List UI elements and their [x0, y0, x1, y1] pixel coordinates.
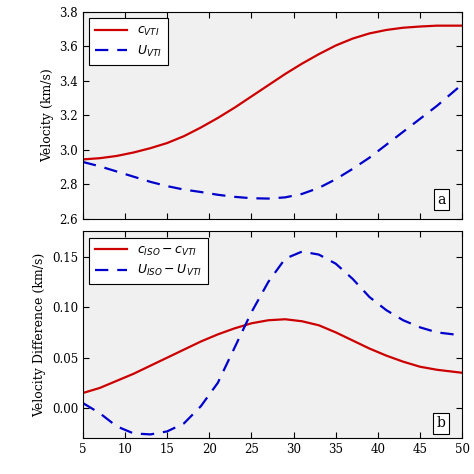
Legend: $c_{VTI}$, $U_{VTI}$: $c_{VTI}$, $U_{VTI}$: [89, 18, 168, 65]
Text: a: a: [437, 192, 446, 207]
Y-axis label: Velocity (km/s): Velocity (km/s): [41, 69, 54, 162]
Legend: $c_{ISO} - c_{VTI}$, $U_{ISO} - U_{VTI}$: $c_{ISO} - c_{VTI}$, $U_{ISO} - U_{VTI}$: [89, 237, 208, 284]
Y-axis label: Velocity Difference (km/s): Velocity Difference (km/s): [33, 253, 46, 417]
Text: b: b: [437, 416, 446, 430]
